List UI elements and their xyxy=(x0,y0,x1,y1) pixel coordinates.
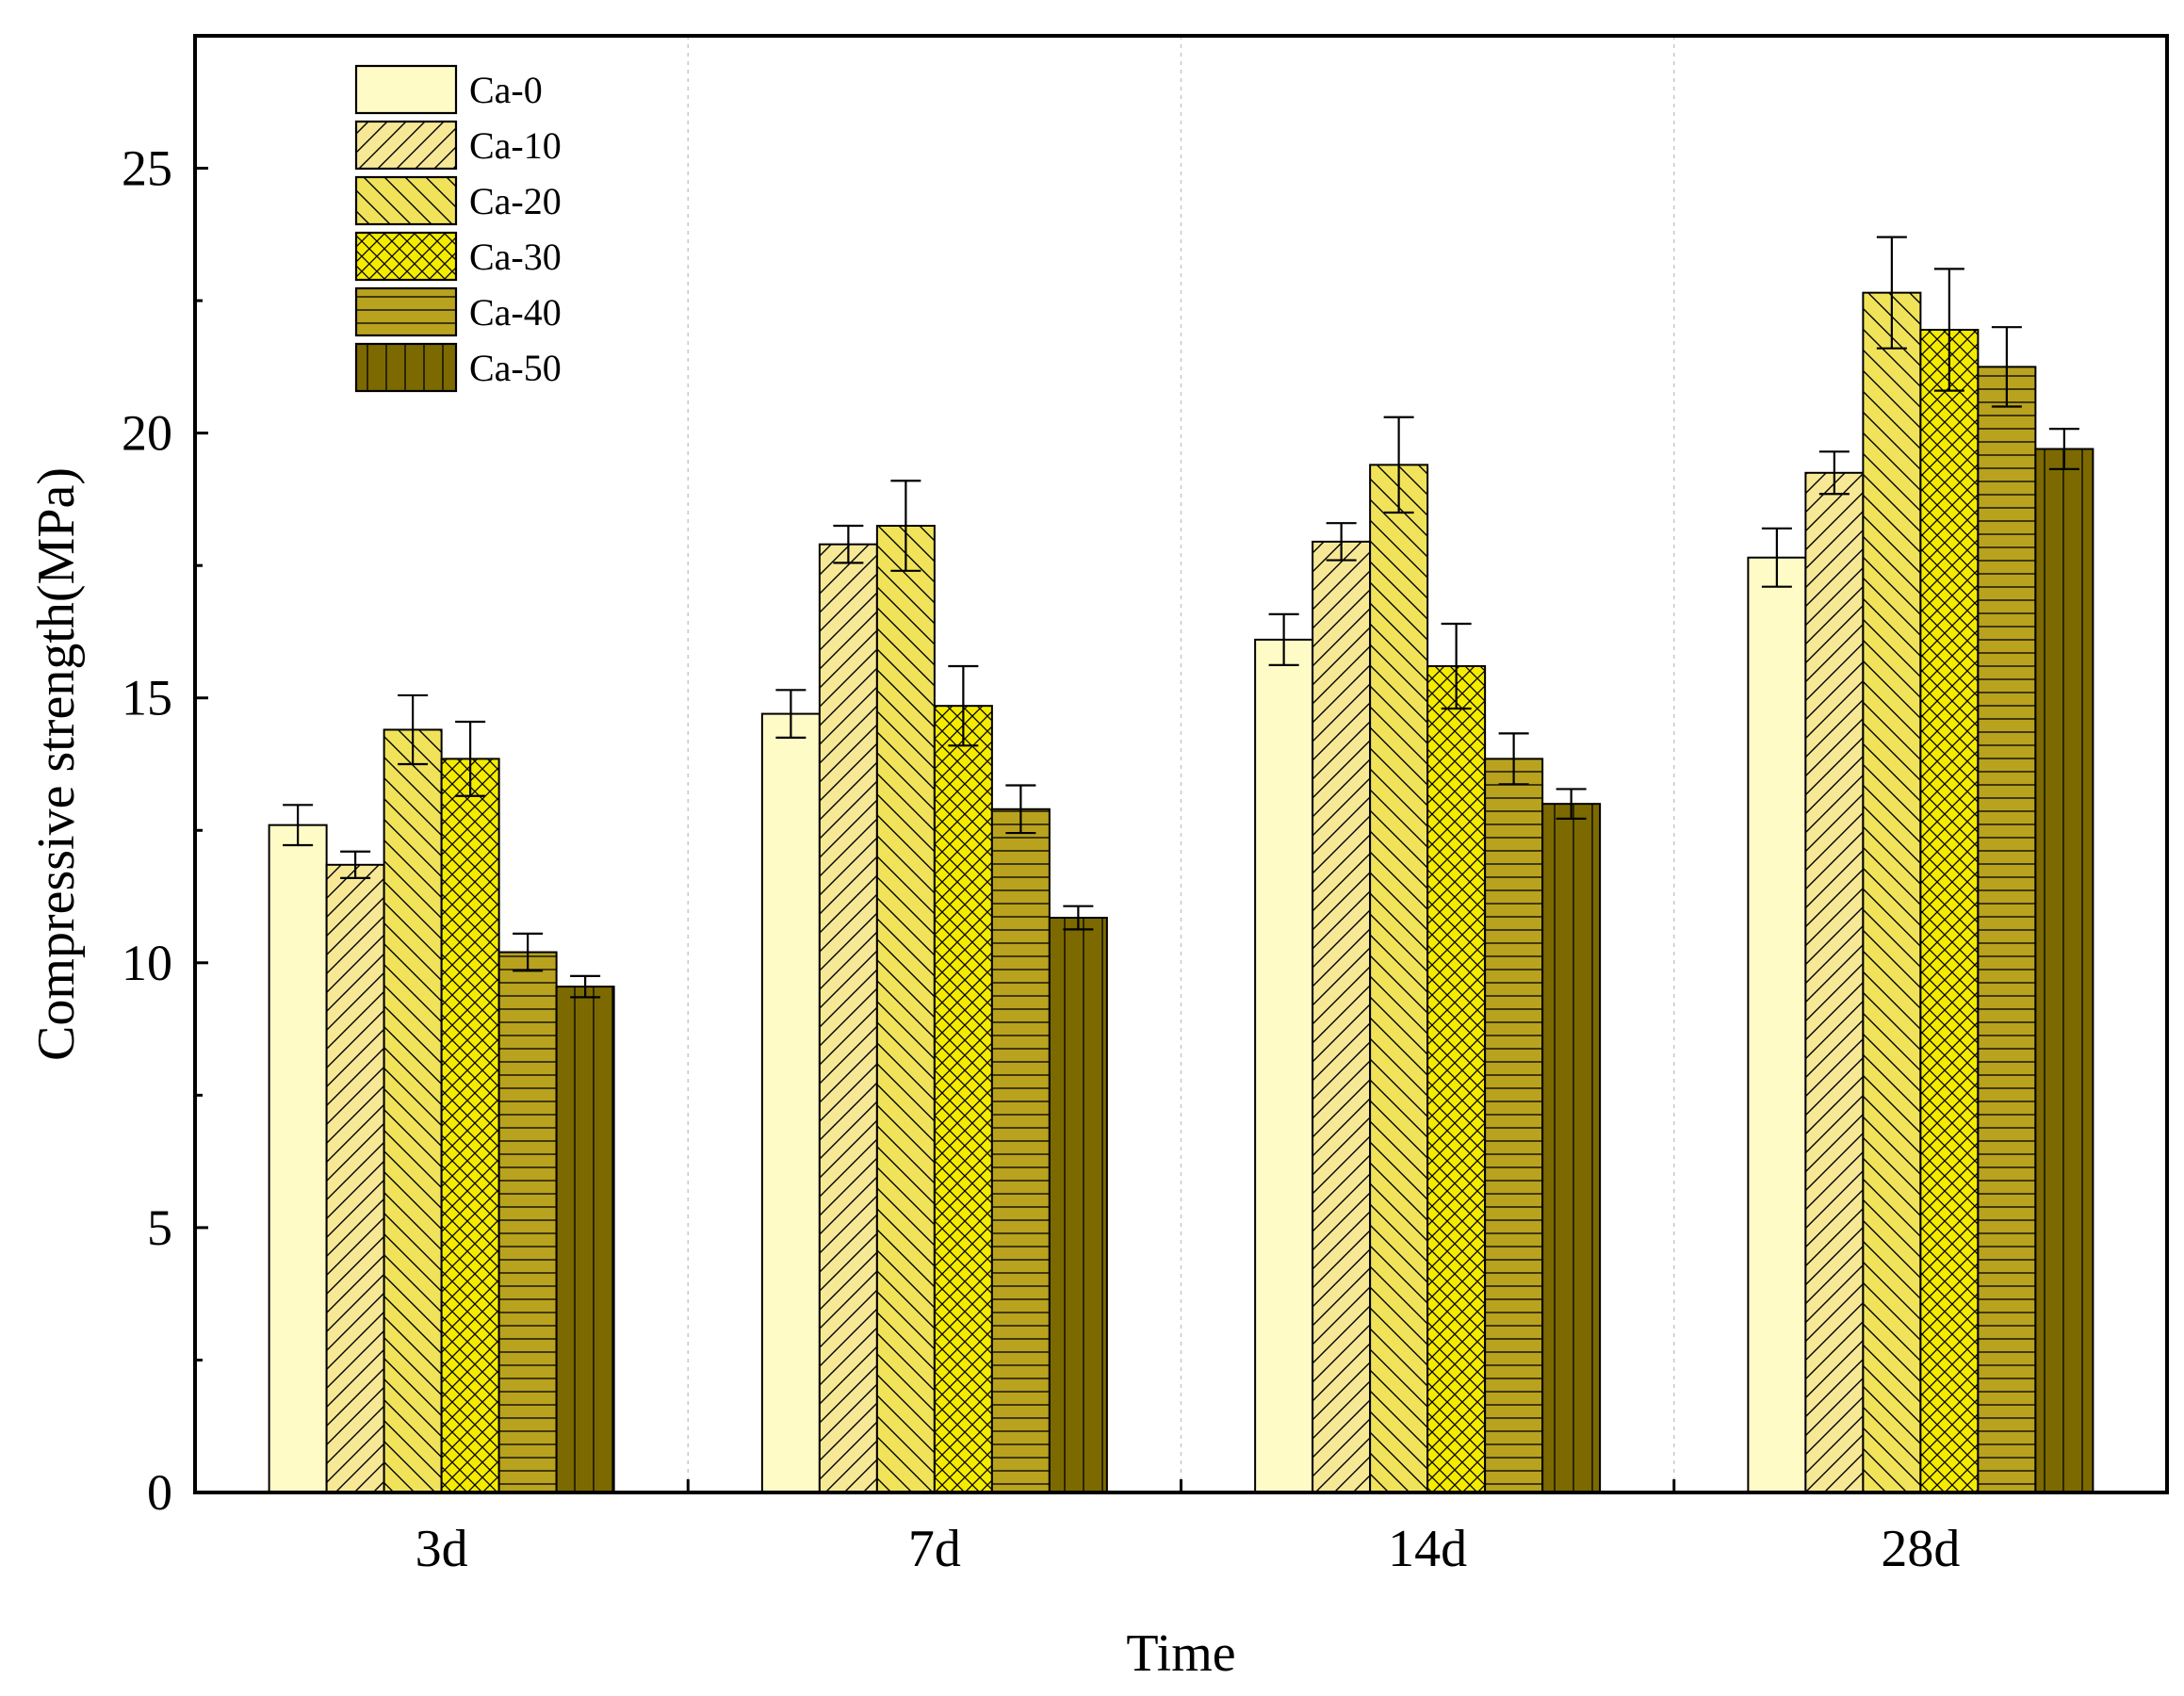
bar-pattern xyxy=(383,729,442,1492)
legend-item-ca-0: Ca-0 xyxy=(354,64,543,115)
bar-pattern xyxy=(1485,758,1543,1492)
legend-swatch xyxy=(354,175,458,226)
bar-pattern xyxy=(1427,665,1486,1492)
error-bar xyxy=(398,693,429,766)
error-bar xyxy=(1761,527,1792,588)
legend-swatch xyxy=(354,231,458,282)
legend-item-ca-20: Ca-20 xyxy=(354,175,562,226)
error-bar xyxy=(570,974,601,999)
bar-pattern xyxy=(1542,804,1601,1492)
bar-pattern xyxy=(1805,472,1864,1492)
error-bar xyxy=(890,480,921,572)
legend-item-ca-10: Ca-10 xyxy=(354,120,562,171)
legend-item-ca-50: Ca-50 xyxy=(354,342,562,393)
x-tick-label-14d: 14d xyxy=(1388,1520,1467,1578)
legend-label: Ca-0 xyxy=(469,69,543,111)
bar-pattern xyxy=(934,706,992,1492)
bar-pattern xyxy=(876,526,935,1492)
bar-pattern xyxy=(1370,465,1428,1492)
error-bar xyxy=(283,804,314,847)
error-bar xyxy=(1383,416,1414,514)
bar-pattern xyxy=(1312,541,1371,1492)
error-bar xyxy=(775,689,807,739)
axes: 0 5 10 15 20 25 3d 7d 14d 28d xyxy=(122,140,1960,1578)
bar-ca-0-3d xyxy=(269,824,327,1492)
y-tick-label: 0 xyxy=(147,1464,172,1521)
bar-pattern xyxy=(1978,367,2036,1492)
x-axis-title: Time xyxy=(1126,1624,1235,1683)
bar-pattern xyxy=(556,987,614,1492)
legend: Ca-0 Ca-10 Ca-20 Ca-30 Ca-40 Ca-50 xyxy=(354,64,562,393)
bar-ca-0-28d xyxy=(1748,557,1806,1492)
x-tick-label-28d: 28d xyxy=(1881,1520,1960,1578)
error-bar xyxy=(1326,522,1357,562)
bar-pattern xyxy=(498,952,557,1492)
error-bar xyxy=(948,664,979,747)
legend-item-ca-30: Ca-30 xyxy=(354,231,562,282)
error-bar xyxy=(1268,612,1299,666)
error-bar xyxy=(1498,732,1529,786)
y-tick-label: 10 xyxy=(122,935,172,991)
legend-swatch xyxy=(354,342,458,393)
legend-label: Ca-40 xyxy=(469,291,562,334)
legend-swatch xyxy=(354,120,458,171)
error-bar xyxy=(2048,428,2079,470)
error-bar xyxy=(1818,450,1850,496)
bar-pattern xyxy=(2035,448,2094,1492)
error-bar xyxy=(1441,622,1472,710)
error-bar xyxy=(455,720,486,797)
bar-pattern xyxy=(1863,292,1921,1492)
y-tick-label: 5 xyxy=(147,1199,172,1256)
x-tick-label-7d: 7d xyxy=(908,1520,961,1578)
error-bar xyxy=(1556,788,1587,821)
legend-swatch xyxy=(354,286,458,337)
y-tick-label: 15 xyxy=(122,670,172,726)
bar-ca-0-14d xyxy=(1255,639,1313,1492)
y-tick-label: 20 xyxy=(122,405,172,462)
bar-pattern xyxy=(819,544,877,1492)
legend-swatch xyxy=(354,64,458,115)
error-bar xyxy=(833,524,864,564)
bar-ca-0-7d xyxy=(761,713,820,1492)
error-bar xyxy=(1991,326,2022,408)
error-bar xyxy=(1876,236,1907,350)
bar-pattern xyxy=(1920,330,1979,1493)
y-axis-title: Compressive strength(MPa) xyxy=(27,467,86,1061)
error-bar xyxy=(1063,905,1094,931)
bar-pattern xyxy=(441,758,499,1492)
error-bar xyxy=(513,932,544,972)
error-bar xyxy=(340,850,371,879)
legend-label: Ca-20 xyxy=(469,180,562,222)
legend-label: Ca-50 xyxy=(469,347,562,389)
error-bars xyxy=(283,236,2079,999)
legend-label: Ca-10 xyxy=(469,124,562,167)
legend-label: Ca-30 xyxy=(469,236,562,278)
bar-pattern xyxy=(1049,918,1107,1492)
bar-pattern xyxy=(326,864,384,1492)
bars xyxy=(268,291,2094,1494)
x-tick-label-3d: 3d xyxy=(416,1520,468,1578)
error-bar xyxy=(1005,784,1036,835)
bar-pattern xyxy=(991,808,1050,1492)
legend-item-ca-40: Ca-40 xyxy=(354,286,562,337)
y-tick-label: 25 xyxy=(122,140,172,197)
error-bar xyxy=(1933,268,1964,392)
vertical-grid-lines xyxy=(687,36,1675,1492)
